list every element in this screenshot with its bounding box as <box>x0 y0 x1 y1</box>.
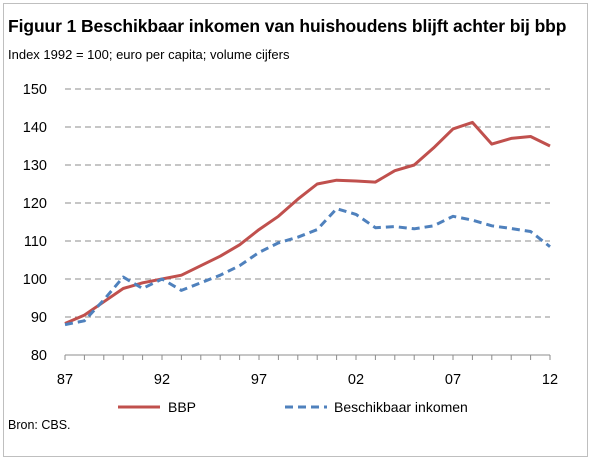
y-tick-label-130: 130 <box>23 158 47 174</box>
legend-label-bbp: BBP <box>168 399 196 415</box>
y-tick-label-80: 80 <box>31 348 47 364</box>
x-tick-label-07: 07 <box>445 372 461 388</box>
x-tick-label-87: 87 <box>57 372 73 388</box>
y-tick-label-120: 120 <box>23 196 47 212</box>
x-tick-label-92: 92 <box>154 372 170 388</box>
y-tick-label-90: 90 <box>31 310 47 326</box>
series-line-beschikbaar-inkomen <box>64 207 551 327</box>
legend-label-beschikbaar-inkomen: Beschikbaar inkomen <box>334 399 468 415</box>
y-tick-label-150: 150 <box>23 82 47 98</box>
x-tick-label-02: 02 <box>348 372 364 388</box>
x-tick-label-12: 12 <box>542 372 558 388</box>
chart-title: Figuur 1 Beschikbaar inkomen van huishou… <box>8 16 567 36</box>
chart-source: Bron: CBS. <box>8 418 71 432</box>
y-tick-label-140: 140 <box>23 120 47 136</box>
x-tick-label-97: 97 <box>251 372 267 388</box>
series-line-bbp <box>64 120 551 325</box>
y-tick-label-110: 110 <box>24 234 47 250</box>
chart-frame <box>3 3 588 457</box>
chart-subtitle: Index 1992 = 100; euro per capita; volum… <box>8 47 290 62</box>
y-tick-label-100: 100 <box>23 272 47 288</box>
